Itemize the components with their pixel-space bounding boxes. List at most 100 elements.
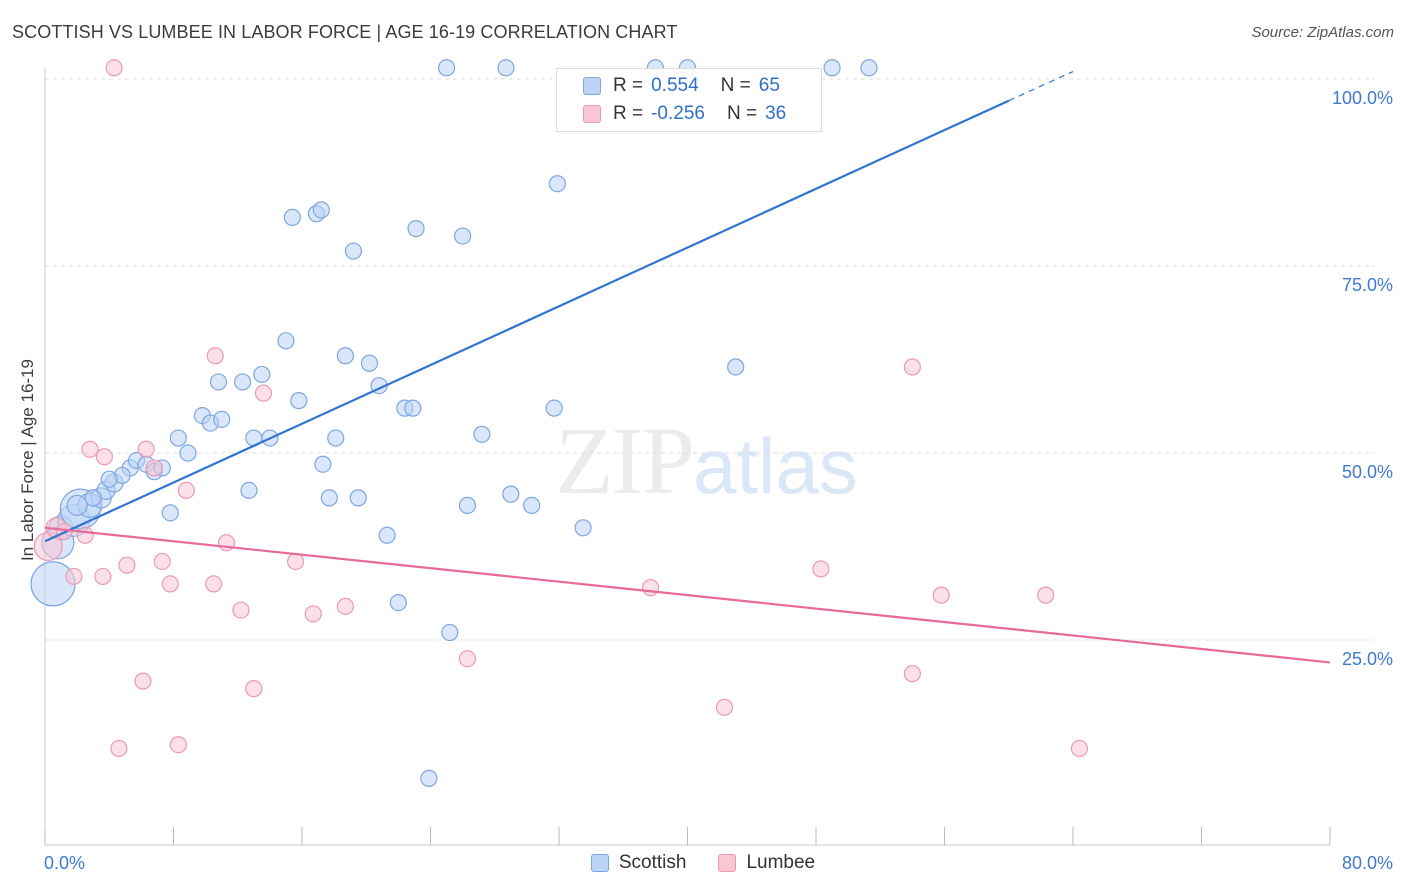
scottish-point <box>497 59 515 77</box>
lumbee-point <box>169 736 187 754</box>
x-tick-label: 0.0% <box>44 853 85 873</box>
scottish-point <box>437 59 456 77</box>
scottish-point <box>344 242 362 260</box>
scottish-trend-line <box>44 99 1010 543</box>
r-value: -0.256 <box>651 103 705 124</box>
lumbee-point <box>304 605 322 623</box>
scottish-point <box>240 481 258 499</box>
scottish-point <box>169 429 187 447</box>
scottish-point <box>407 220 425 238</box>
scottish-point <box>349 489 367 507</box>
lumbee-point <box>94 567 112 586</box>
scottish-point <box>360 354 379 372</box>
y-axis-label: In Labor Force | Age 16-19 <box>18 359 37 561</box>
lumbee-point <box>153 552 171 571</box>
scottish-point <box>574 519 592 537</box>
scottish-point <box>66 494 88 516</box>
lumbee-point <box>134 672 152 690</box>
lumbee-point <box>245 680 263 698</box>
lumbee-point <box>161 575 179 593</box>
lumbee-swatch <box>718 854 737 872</box>
lumbee-point <box>903 665 921 683</box>
lumbee-point <box>1037 586 1055 604</box>
lumbee-point <box>110 739 128 758</box>
lumbee-swatch <box>583 105 601 123</box>
scottish-point <box>312 201 330 219</box>
lumbee-point <box>177 481 195 499</box>
lumbee-point <box>232 601 250 619</box>
scottish-point <box>100 470 118 488</box>
series-legend: Scottish Lumbee <box>0 852 1406 874</box>
chart-title: SCOTTISH VS LUMBEE IN LABOR FORCE | AGE … <box>12 22 678 42</box>
x-tick-label: 80.0% <box>1342 853 1393 873</box>
scottish-point <box>823 59 841 77</box>
lumbee-point <box>76 526 94 544</box>
lumbee-point <box>932 586 950 604</box>
scottish-point <box>179 444 197 462</box>
lumbee-point <box>641 579 660 597</box>
y-tick-label: 75.0% <box>1342 275 1393 295</box>
scottish-point <box>860 59 878 77</box>
legend-item-lumbee: Lumbee <box>718 852 815 874</box>
scottish-point <box>523 496 541 514</box>
scottish-point <box>727 358 745 376</box>
scottish-point <box>404 399 422 417</box>
r-value: 0.554 <box>651 75 699 96</box>
scottish-point <box>502 485 520 503</box>
lumbee-point <box>903 358 921 376</box>
scottish-point <box>161 504 179 522</box>
scottish-point <box>548 175 566 193</box>
lumbee-point <box>458 650 477 668</box>
n-label: N = <box>726 103 758 124</box>
lumbee-point <box>812 560 830 578</box>
lumbee-point <box>205 575 223 593</box>
watermark: ZIPatlas <box>555 405 858 516</box>
legend-label-scottish: Scottish <box>618 852 687 873</box>
n-value: 65 <box>758 75 780 96</box>
scottish-point <box>458 496 477 514</box>
lumbee-point <box>65 567 83 586</box>
lumbee-point <box>206 347 224 365</box>
scottish-point <box>545 399 563 417</box>
lumbee-point <box>336 597 354 615</box>
scottish-point <box>441 623 459 642</box>
lumbee-point <box>145 459 163 477</box>
legend-label-lumbee: Lumbee <box>746 852 816 873</box>
r-label: R = <box>613 103 644 124</box>
legend-row-lumbee: R = -0.256 N = 36 <box>583 102 786 126</box>
legend-item-scottish: Scottish <box>590 852 687 874</box>
n-value: 36 <box>765 103 787 124</box>
scottish-trend-extension <box>1008 70 1074 102</box>
correlation-legend: R = 0.554 N = 65 R = -0.256 N = 36 <box>556 68 822 132</box>
watermark-zip: ZIP <box>555 407 695 514</box>
source-label: Source: ZipAtlas.com <box>1251 24 1394 41</box>
scottish-point <box>473 425 491 443</box>
lumbee-point <box>81 440 99 458</box>
scottish-swatch <box>583 77 601 95</box>
r-label: R = <box>613 75 644 96</box>
lumbee-point <box>105 59 123 77</box>
lumbee-trend-line <box>44 526 1331 664</box>
scottish-point <box>30 561 76 607</box>
scottish-point <box>314 455 332 473</box>
watermark-atlas: atlas <box>693 422 858 510</box>
scottish-point <box>253 365 271 384</box>
scottish-point <box>209 373 228 391</box>
scottish-point <box>378 526 396 544</box>
lumbee-point <box>137 440 155 458</box>
scottish-point <box>420 769 438 787</box>
y-tick-label: 50.0% <box>1342 462 1393 482</box>
scottish-point <box>327 429 345 447</box>
scottish-point <box>320 489 338 507</box>
scottish-point <box>283 208 301 226</box>
y-tick-label: 100.0% <box>1332 88 1393 108</box>
lumbee-point <box>254 384 273 402</box>
scottish-point <box>277 332 295 350</box>
lumbee-point <box>95 448 114 466</box>
lumbee-point <box>715 698 734 716</box>
lumbee-point <box>118 556 136 574</box>
lumbee-point <box>286 552 305 571</box>
scottish-point <box>233 373 252 391</box>
scottish-point <box>454 227 472 245</box>
